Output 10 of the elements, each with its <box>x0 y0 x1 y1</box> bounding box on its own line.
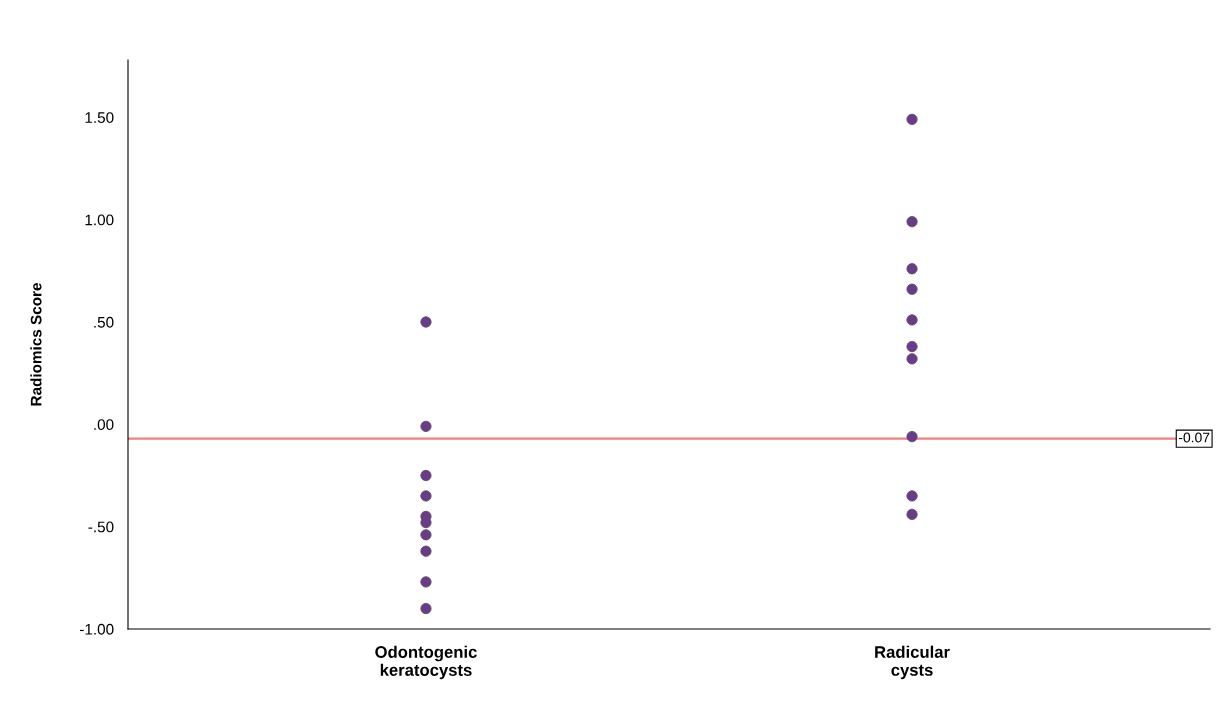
ref-line-label: -0.07 <box>1178 432 1210 443</box>
y-tick-label: 1.00 <box>85 214 114 226</box>
y-axis-title: Radiomics Score <box>30 283 42 406</box>
x-tick-label: Odontogenic keratocysts <box>375 645 477 680</box>
y-tick-label: 1.50 <box>85 112 114 123</box>
y-tick-label: .50 <box>94 316 114 328</box>
x-tick-label: Radicular cysts <box>875 645 950 680</box>
y-tick-label: .00 <box>94 419 114 431</box>
y-tick-label: -1.00 <box>79 623 114 635</box>
y-tick-label: -.50 <box>88 521 114 533</box>
